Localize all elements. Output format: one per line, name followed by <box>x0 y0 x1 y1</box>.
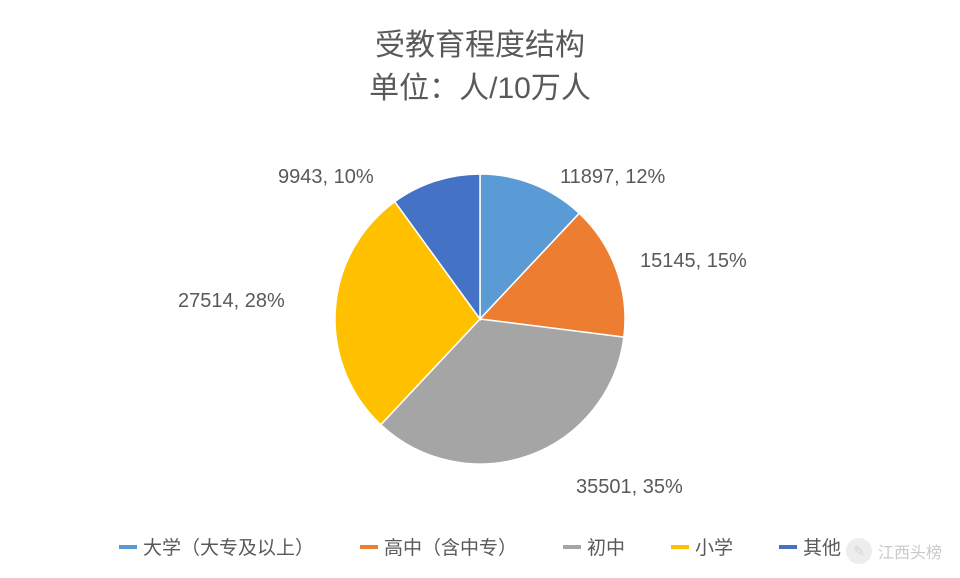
legend-label-2: 初中 <box>587 533 625 560</box>
legend-swatch-3 <box>671 545 689 549</box>
legend-swatch-4 <box>779 545 797 549</box>
legend: 大学（大专及以上） 高中（含中专） 初中 小学 其他 <box>0 533 960 560</box>
pie-svg <box>335 174 625 464</box>
legend-swatch-1 <box>360 545 378 549</box>
education-pie-chart: 受教育程度结构 单位：人/10万人 11897, 12% 15145, 15% 35… <box>0 0 960 578</box>
data-label-3: 27514, 28% <box>178 290 285 313</box>
chart-subtitle: 单位：人/10万人 <box>0 65 960 108</box>
data-label-0: 11897, 12% <box>560 166 665 189</box>
legend-swatch-2 <box>563 545 581 549</box>
watermark-text: 江西头榜 <box>878 539 942 563</box>
legend-item-2: 初中 <box>563 533 625 560</box>
data-label-1: 15145, 15% <box>640 250 747 273</box>
legend-swatch-0 <box>119 545 137 549</box>
legend-label-3: 小学 <box>695 533 733 560</box>
legend-label-0: 大学（大专及以上） <box>143 533 314 560</box>
data-label-4: 9943, 10% <box>278 166 374 189</box>
legend-item-3: 小学 <box>671 533 733 560</box>
watermark: ✎ 江西头榜 <box>846 538 942 564</box>
legend-label-4: 其他 <box>803 533 841 560</box>
chart-title: 受教育程度结构 <box>0 0 960 65</box>
legend-label-1: 高中（含中专） <box>384 533 517 560</box>
data-label-2: 35501, 35% <box>576 476 683 499</box>
legend-item-4: 其他 <box>779 533 841 560</box>
legend-item-0: 大学（大专及以上） <box>119 533 314 560</box>
pie-plot <box>335 174 625 464</box>
legend-item-1: 高中（含中专） <box>360 533 517 560</box>
watermark-icon: ✎ <box>846 538 872 564</box>
